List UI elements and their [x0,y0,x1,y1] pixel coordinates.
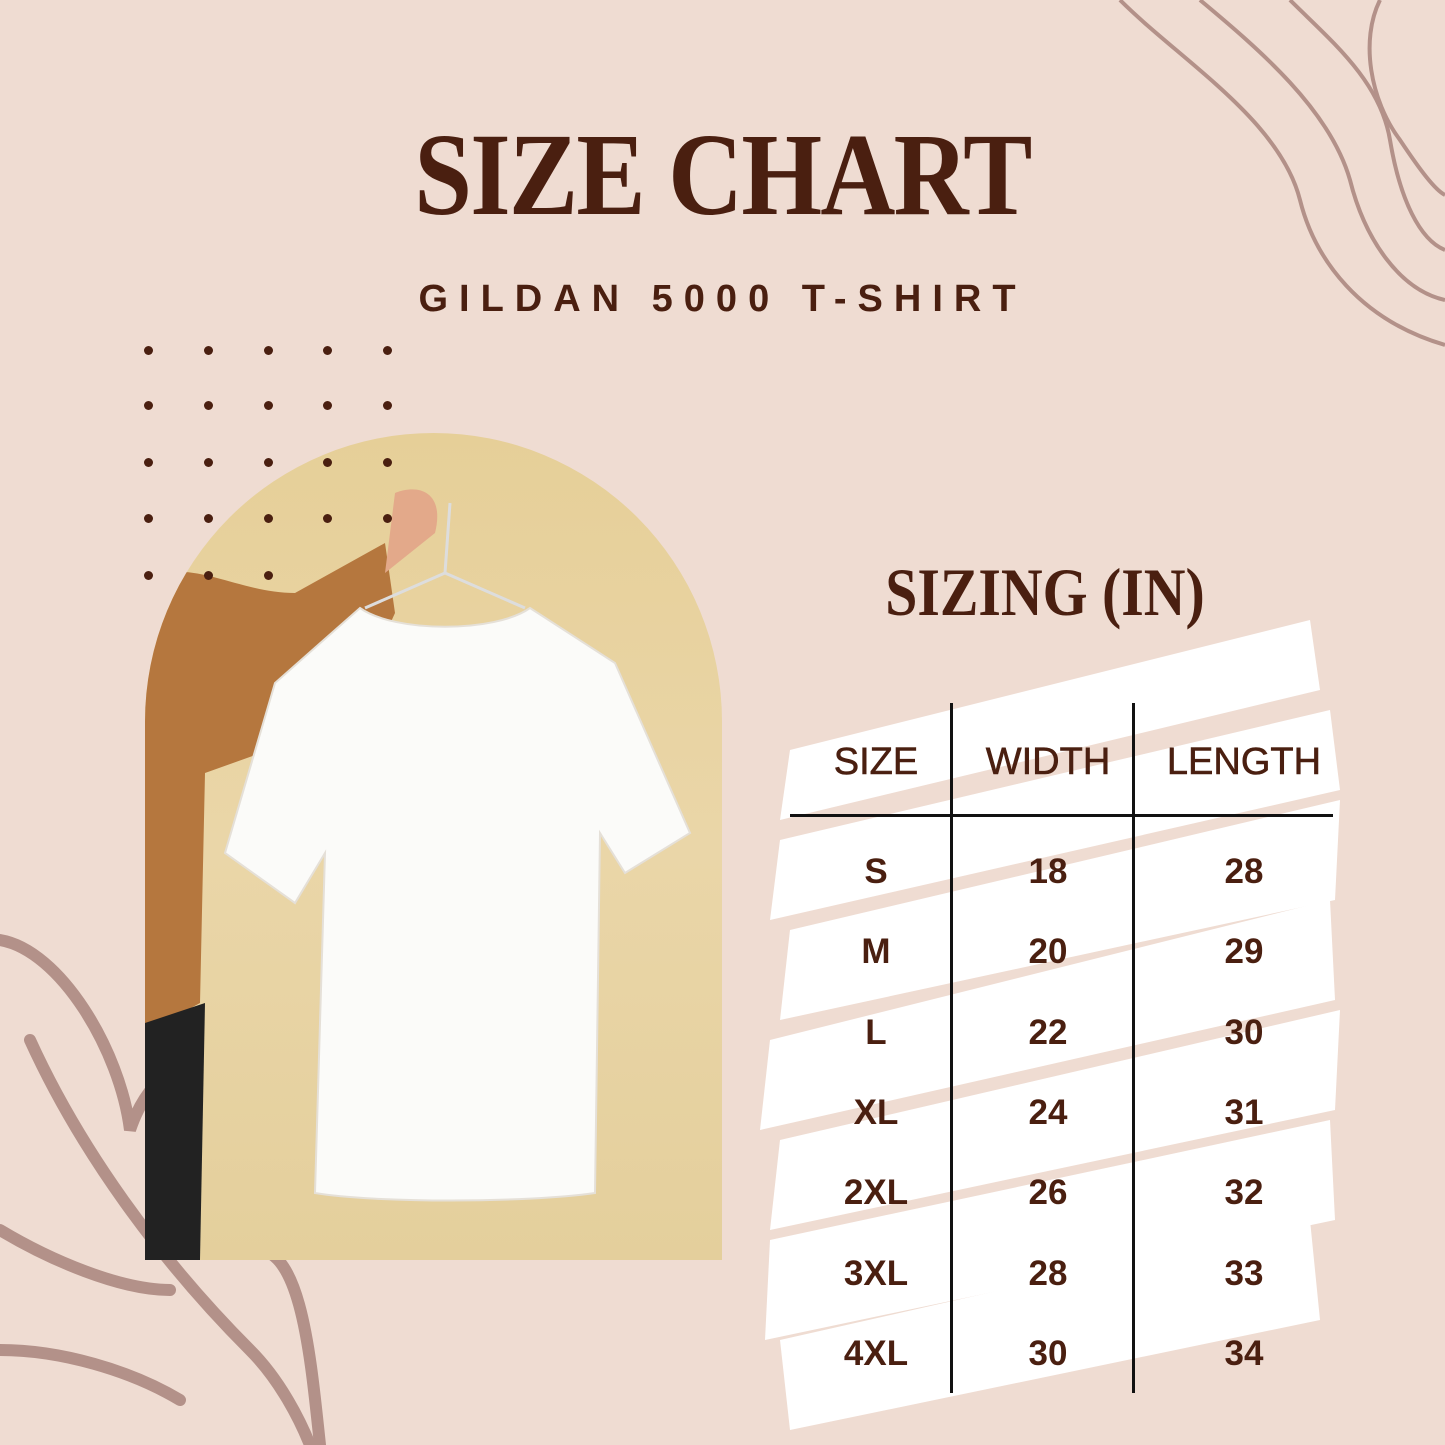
product-subtitle: GILDAN 5000 T-SHIRT [418,278,1027,320]
cell-width: 26 [1028,1173,1068,1213]
cell-size: 2XL [843,1173,909,1213]
cell-length: 30 [1224,1012,1264,1052]
cell-size: XL [853,1092,899,1132]
cell-size: 3XL [843,1253,909,1293]
table-divider-1 [950,703,953,1393]
header-size: SIZE [833,741,919,783]
cell-width: 24 [1028,1092,1068,1132]
cell-size: 4XL [843,1333,909,1373]
header-width: WIDTH [985,741,1111,783]
cell-length: 34 [1224,1333,1264,1373]
cell-width: 20 [1028,932,1068,972]
table-header-rule [790,814,1333,817]
cell-size: S [864,852,888,891]
header-length: LENGTH [1166,741,1322,783]
cell-length: 32 [1224,1173,1264,1213]
decorative-lines-top-right [1118,0,1445,347]
sizing-title: SIZING (IN) [885,554,1205,630]
cell-width: 28 [1028,1253,1068,1293]
cell-length: 29 [1224,932,1264,972]
cell-length: 28 [1224,852,1264,891]
cell-length: 33 [1224,1253,1264,1293]
cell-width: 22 [1028,1012,1068,1052]
table-divider-2 [1132,703,1135,1393]
cell-length: 31 [1224,1092,1264,1132]
brush-stroke-background [760,620,1340,1430]
cell-width: 30 [1028,1333,1068,1373]
cell-width: 18 [1028,852,1068,891]
page-title: SIZE CHART [414,109,1032,240]
tshirt-photo [145,433,722,1260]
tshirt-illustration [145,489,692,1260]
cell-size: M [861,932,891,972]
cell-size: L [865,1012,887,1052]
